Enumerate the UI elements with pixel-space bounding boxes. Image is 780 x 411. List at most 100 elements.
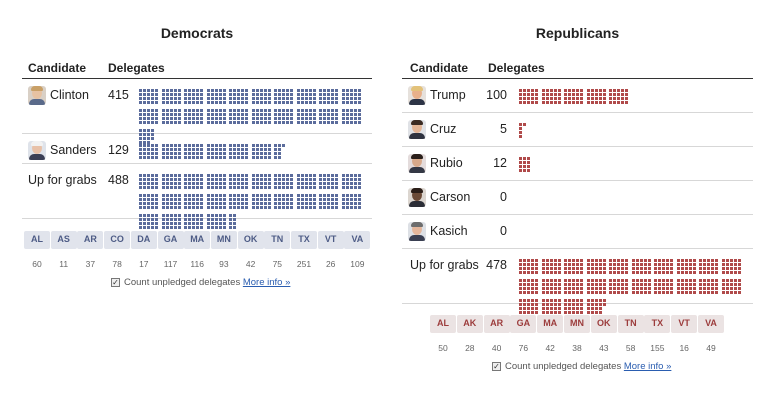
state-ar[interactable]: AR 40 — [483, 315, 510, 353]
state-co[interactable]: CO 78 — [104, 231, 131, 269]
unpledged-checkbox[interactable]: ✓ — [111, 277, 120, 287]
delegate-dot — [576, 299, 579, 302]
delegate-dot — [263, 144, 267, 147]
state-vt[interactable]: VT 26 — [317, 231, 344, 269]
delegate-dot — [304, 206, 308, 209]
delegate-dot — [222, 186, 226, 189]
delegate-dot — [602, 291, 606, 294]
candidate-row: Clinton 415 — [22, 79, 372, 144]
delegate-dot — [296, 194, 300, 197]
delegate-dot — [353, 101, 357, 104]
delegate-dot — [621, 263, 624, 266]
delegate-dot — [541, 97, 545, 100]
delegate-dot — [609, 291, 612, 294]
delegate-dot — [245, 174, 248, 177]
delegate-dot — [312, 97, 316, 100]
delegate-dot — [707, 287, 710, 290]
state-tx[interactable]: TX 251 — [291, 231, 317, 269]
delegate-dot — [255, 109, 259, 112]
delegate-dot — [139, 129, 142, 132]
delegate-dot — [335, 121, 338, 124]
more-info-link[interactable]: More info » — [623, 361, 672, 372]
state-as[interactable]: AS 11 — [50, 231, 77, 269]
delegate-dot — [210, 198, 214, 201]
delegate-dot — [331, 174, 334, 177]
delegate-dot — [541, 291, 545, 294]
state-al[interactable]: AL 60 — [24, 231, 50, 269]
state-vt[interactable]: VT 16 — [671, 315, 698, 353]
delegate-dot — [531, 267, 534, 270]
delegate-dot — [553, 299, 557, 302]
delegate-dot — [222, 218, 226, 221]
delegate-dot — [282, 186, 285, 189]
state-ok[interactable]: OK 43 — [590, 315, 617, 353]
delegate-dot — [541, 303, 545, 306]
delegate-dot — [586, 259, 590, 262]
delegate-dot — [206, 156, 210, 159]
delegate-dot — [233, 206, 236, 209]
delegate-dot — [161, 178, 165, 181]
delegate-dot — [155, 198, 158, 201]
delegate-dot — [572, 287, 575, 290]
state-ok[interactable]: OK 42 — [237, 231, 264, 269]
delegate-dot — [151, 222, 154, 225]
state-delegate-count: 28 — [465, 343, 475, 353]
state-da[interactable]: DA 17 — [130, 231, 157, 269]
delegate-dot — [349, 109, 353, 112]
delegate-dot — [229, 89, 232, 92]
delegate-dot — [274, 174, 277, 177]
delegate-dot — [535, 259, 538, 262]
delegate-dot — [200, 148, 203, 151]
delegate-dot — [572, 311, 575, 314]
delegate-dot — [323, 186, 326, 189]
delegate-dot — [341, 194, 345, 197]
delegate-dot — [200, 206, 203, 209]
unpledged-checkbox[interactable]: ✓ — [492, 361, 501, 371]
delegate-dot — [222, 202, 226, 205]
delegate-dot — [639, 287, 643, 290]
delegate-dot — [353, 109, 357, 112]
delegate-dot — [541, 279, 545, 282]
delegate-dot — [169, 113, 173, 116]
delegate-dot — [308, 198, 312, 201]
state-al[interactable]: AL 50 — [430, 315, 456, 353]
delegate-dot — [635, 271, 639, 274]
state-ga[interactable]: GA 117 — [157, 231, 184, 269]
state-mn[interactable]: MN 38 — [564, 315, 590, 353]
delegate-dot — [335, 198, 338, 201]
delegate-dot — [341, 186, 345, 189]
state-ga[interactable]: GA 76 — [510, 315, 537, 353]
state-ma[interactable]: MA 42 — [537, 315, 564, 353]
delegate-dot — [214, 144, 218, 147]
state-ma[interactable]: MA 116 — [184, 231, 211, 269]
delegate-dot — [188, 117, 191, 120]
delegate-dot — [296, 117, 300, 120]
delegate-dot — [169, 222, 173, 225]
delegate-dot — [188, 144, 191, 147]
state-va[interactable]: VA 49 — [698, 315, 724, 353]
state-mn[interactable]: MN 93 — [210, 231, 237, 269]
delegate-dot — [241, 144, 244, 147]
delegate-dot — [161, 97, 165, 100]
delegate-dot — [519, 311, 522, 314]
delegate-dot — [586, 287, 590, 290]
republicans-title: Republicans — [535, 25, 620, 41]
state-tx[interactable]: TX 155 — [644, 315, 671, 353]
state-va[interactable]: VA 109 — [344, 231, 371, 269]
state-ar[interactable]: AR 37 — [77, 231, 104, 269]
delegate-dot — [625, 291, 628, 294]
delegate-dot — [647, 263, 651, 266]
state-tn[interactable]: TN 75 — [264, 231, 291, 269]
state-tn[interactable]: TN 58 — [617, 315, 644, 353]
more-info-link[interactable]: More info » — [242, 277, 291, 288]
delegate-dot — [519, 169, 522, 172]
delegate-dot — [312, 93, 316, 96]
delegate-dot — [263, 97, 267, 100]
delegate-dot — [200, 186, 203, 189]
delegate-dot — [173, 156, 177, 159]
delegate-dot — [613, 89, 616, 92]
state-ak[interactable]: AK 28 — [456, 315, 483, 353]
delegate-dot — [308, 174, 312, 177]
delegate-dot — [535, 97, 538, 100]
delegate-dot — [282, 121, 285, 124]
